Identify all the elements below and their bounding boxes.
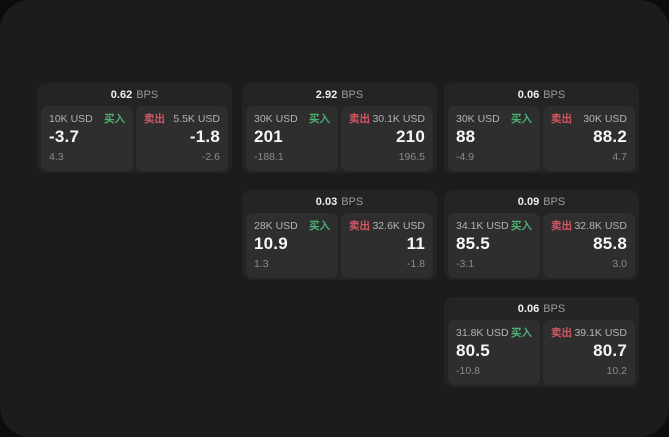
sell-change: -1.8 <box>406 258 425 270</box>
price-tiles: 10K USD 买入 -3.7 4.3 卖出 5.5K USD -1.8 -2.… <box>37 106 232 171</box>
sell-price: 11 <box>406 234 425 253</box>
price-tiles: 30K USD 买入 88 -4.9 卖出 30K USD 88.2 4.7 <box>444 106 639 171</box>
sell-tile[interactable]: 卖出 32.8K USD 85.8 3.0 <box>543 213 635 278</box>
buy-change: -4.9 <box>456 151 475 163</box>
bps-value: 0.09 <box>517 196 540 208</box>
sell-side-label: 卖出 <box>551 220 572 232</box>
buy-side-label: 买入 <box>309 113 330 125</box>
bps-unit-label: BPS <box>341 89 364 101</box>
bps-unit-label: BPS <box>543 89 566 101</box>
sell-change: 196.5 <box>398 151 425 163</box>
buy-change: 4.3 <box>49 151 64 163</box>
bps-unit-label: BPS <box>543 196 566 208</box>
sell-amount: 39.1K USD <box>574 327 627 339</box>
sell-change: 3.0 <box>612 258 627 270</box>
sell-change: 4.7 <box>612 151 627 163</box>
bps-header: 0.62 BPS <box>37 83 232 106</box>
sell-tile[interactable]: 卖出 30.1K USD 210 196.5 <box>341 106 433 171</box>
buy-tile[interactable]: 10K USD 买入 -3.7 4.3 <box>41 106 133 171</box>
sell-amount: 30K USD <box>583 113 627 125</box>
sell-tile[interactable]: 卖出 39.1K USD 80.7 10.2 <box>543 320 635 385</box>
sell-price: 85.8 <box>593 234 627 253</box>
sell-side-label: 卖出 <box>349 113 370 125</box>
buy-amount: 31.8K USD <box>456 327 509 339</box>
sell-price: 80.7 <box>593 341 627 360</box>
quote-card: 0.03 BPS 28K USD 买入 10.9 1.3 卖出 32.6K US… <box>242 190 437 280</box>
buy-side-label: 买入 <box>309 220 330 232</box>
price-tiles: 28K USD 买入 10.9 1.3 卖出 32.6K USD 11 -1.8 <box>242 213 437 278</box>
sell-amount: 32.6K USD <box>372 220 425 232</box>
buy-price: 10.9 <box>254 234 288 253</box>
buy-tile[interactable]: 34.1K USD 买入 85.5 -3.1 <box>448 213 540 278</box>
buy-amount: 34.1K USD <box>456 220 509 232</box>
buy-change: 1.3 <box>254 258 269 270</box>
bps-value: 0.03 <box>315 196 338 208</box>
bps-header: 0.06 BPS <box>444 297 639 320</box>
bps-value: 2.92 <box>315 89 338 101</box>
price-tiles: 31.8K USD 买入 80.5 -10.8 卖出 39.1K USD 80.… <box>444 320 639 385</box>
price-tiles: 34.1K USD 买入 85.5 -3.1 卖出 32.8K USD 85.8… <box>444 213 639 278</box>
buy-price: 80.5 <box>456 341 490 360</box>
buy-amount: 10K USD <box>49 113 93 125</box>
buy-amount: 28K USD <box>254 220 298 232</box>
bps-unit-label: BPS <box>341 196 364 208</box>
bps-header: 0.03 BPS <box>242 190 437 213</box>
bps-header: 2.92 BPS <box>242 83 437 106</box>
buy-tile[interactable]: 30K USD 买入 88 -4.9 <box>448 106 540 171</box>
bps-value: 0.06 <box>517 89 540 101</box>
sell-side-label: 卖出 <box>349 220 370 232</box>
bps-value: 0.62 <box>110 89 133 101</box>
buy-price: -3.7 <box>49 127 80 146</box>
bps-unit-label: BPS <box>543 303 566 315</box>
sell-amount: 32.8K USD <box>574 220 627 232</box>
sell-amount: 5.5K USD <box>173 113 220 125</box>
buy-price: 85.5 <box>456 234 490 253</box>
buy-amount: 30K USD <box>456 113 500 125</box>
buy-amount: 30K USD <box>254 113 298 125</box>
sell-side-label: 卖出 <box>144 113 165 125</box>
quote-card: 0.09 BPS 34.1K USD 买入 85.5 -3.1 卖出 32.8K… <box>444 190 639 280</box>
buy-side-label: 买入 <box>511 327 532 339</box>
bps-value: 0.06 <box>517 303 540 315</box>
buy-tile[interactable]: 31.8K USD 买入 80.5 -10.8 <box>448 320 540 385</box>
buy-tile[interactable]: 30K USD 买入 201 -188.1 <box>246 106 338 171</box>
quote-card: 0.06 BPS 30K USD 买入 88 -4.9 卖出 30K USD 8… <box>444 83 639 173</box>
sell-tile[interactable]: 卖出 30K USD 88.2 4.7 <box>543 106 635 171</box>
quote-card: 0.06 BPS 31.8K USD 买入 80.5 -10.8 卖出 39.1… <box>444 297 639 387</box>
buy-change: -188.1 <box>254 151 284 163</box>
sell-price: 210 <box>396 127 425 146</box>
buy-change: -3.1 <box>456 258 475 270</box>
sell-side-label: 卖出 <box>551 327 572 339</box>
sell-price: 88.2 <box>593 127 627 146</box>
sell-tile[interactable]: 卖出 5.5K USD -1.8 -2.6 <box>136 106 228 171</box>
sell-tile[interactable]: 卖出 32.6K USD 11 -1.8 <box>341 213 433 278</box>
quote-card: 2.92 BPS 30K USD 买入 201 -188.1 卖出 30.1K … <box>242 83 437 173</box>
buy-change: -10.8 <box>456 365 480 377</box>
buy-side-label: 买入 <box>511 220 532 232</box>
price-tiles: 30K USD 买入 201 -188.1 卖出 30.1K USD 210 1… <box>242 106 437 171</box>
buy-side-label: 买入 <box>104 113 125 125</box>
bps-header: 0.06 BPS <box>444 83 639 106</box>
buy-tile[interactable]: 28K USD 买入 10.9 1.3 <box>246 213 338 278</box>
sell-price: -1.8 <box>189 127 220 146</box>
sell-side-label: 卖出 <box>551 113 572 125</box>
sell-change: -2.6 <box>201 151 220 163</box>
bps-header: 0.09 BPS <box>444 190 639 213</box>
buy-price: 88 <box>456 127 476 146</box>
quote-card: 0.62 BPS 10K USD 买入 -3.7 4.3 卖出 5.5K USD… <box>37 83 232 173</box>
sell-change: 10.2 <box>606 365 627 377</box>
sell-amount: 30.1K USD <box>372 113 425 125</box>
buy-price: 201 <box>254 127 283 146</box>
bps-unit-label: BPS <box>136 89 159 101</box>
buy-side-label: 买入 <box>511 113 532 125</box>
